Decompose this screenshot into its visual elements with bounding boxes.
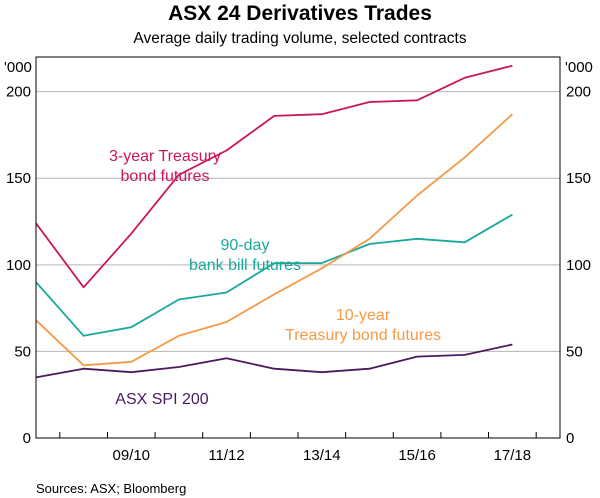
y-tick-label-right: 0 xyxy=(566,430,574,447)
chart-subtitle: Average daily trading volume, selected c… xyxy=(133,30,467,47)
x-tick-label: 09/10 xyxy=(112,447,150,464)
series-label: 10-year Treasury bond futures xyxy=(285,307,441,344)
chart-title: ASX 24 Derivatives Trades xyxy=(168,2,432,25)
x-tick-label: 13/14 xyxy=(303,447,341,464)
y-tick-label-left: 150 xyxy=(6,170,31,187)
series-lines xyxy=(35,64,514,379)
series-line xyxy=(35,343,513,379)
y-tick-label-right: 100 xyxy=(566,257,591,274)
series-line xyxy=(35,213,513,337)
gridlines xyxy=(36,91,560,352)
right-axis-unit: '000 xyxy=(565,59,593,76)
y-tick-label-right: 200 xyxy=(566,84,591,101)
y-tick-label-left: 0 xyxy=(23,430,31,447)
x-tick-label: 15/16 xyxy=(398,447,436,464)
x-tick-label: 11/12 xyxy=(208,447,244,464)
x-tick-label: 17/18 xyxy=(494,447,532,464)
series-label: ASX SPI 200 xyxy=(115,391,208,408)
y-tick-label-left: 50 xyxy=(14,343,31,360)
y-tick-label-left: 100 xyxy=(6,257,31,274)
series-labels: 3-year Treasury bond futures 90-day bank bi… xyxy=(109,148,441,408)
y-tick-label-right: 150 xyxy=(566,170,591,187)
series-label: 90-day bank bill futures xyxy=(189,237,301,274)
axis-ticks: 0 0 50 50 100 100 150 150 200 200 09/10 11/12 13/14 1… xyxy=(6,84,591,464)
y-tick-label-left: 200 xyxy=(6,84,31,101)
series-line xyxy=(35,113,514,367)
y-tick-label-right: 50 xyxy=(566,343,583,360)
series-label: 3-year Treasury bond futures xyxy=(109,148,221,185)
source-note: Sources: ASX; Bloomberg xyxy=(36,481,187,496)
series-line xyxy=(35,64,513,289)
left-axis-unit: '000 xyxy=(4,59,32,76)
